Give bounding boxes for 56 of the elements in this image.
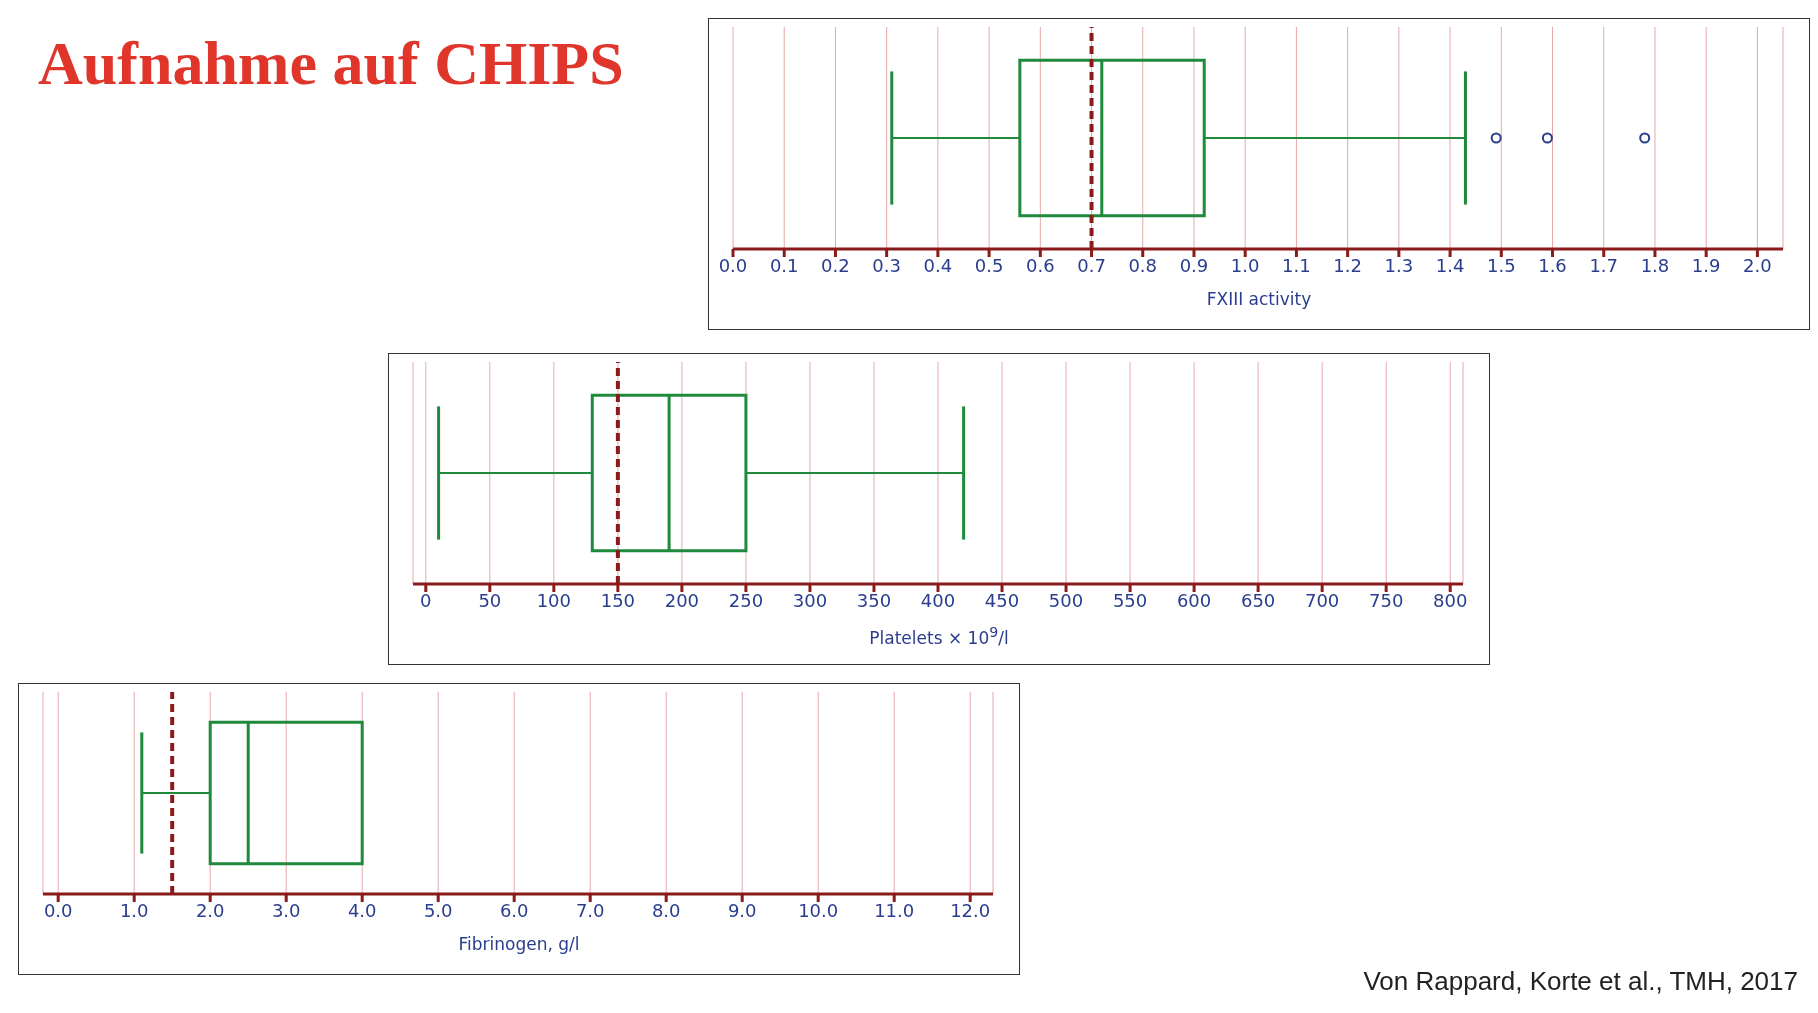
x-tick-label: 0.0 — [43, 899, 73, 921]
x-tick-label: 550 — [1112, 589, 1148, 611]
x-tick-label: 300 — [792, 589, 828, 611]
x-tick-label: 1.3 — [1384, 254, 1414, 276]
x-tick-label: 3.0 — [271, 899, 301, 921]
x-tick-label: 0.3 — [872, 254, 901, 276]
x-tick-label: 0 — [420, 589, 432, 611]
x-tick-label: 0.9 — [1179, 254, 1209, 276]
x-tick-label: 1.5 — [1486, 254, 1516, 276]
x-tick-label: 10.0 — [798, 899, 839, 921]
x-tick-label: 0.8 — [1128, 254, 1158, 276]
x-tick-label: 12.0 — [950, 899, 991, 921]
x-tick-label: 0.6 — [1026, 254, 1055, 276]
x-tick-label: 750 — [1368, 589, 1404, 611]
x-tick-label: 2.0 — [195, 899, 225, 921]
x-tick-label: 1.8 — [1640, 254, 1670, 276]
x-tick-label: 50 — [478, 589, 502, 611]
x-tick-label: 5.0 — [423, 899, 453, 921]
x-tick-label: 0.1 — [769, 254, 799, 276]
x-tick-label: 100 — [536, 589, 572, 611]
x-tick-label: 0.0 — [718, 254, 748, 276]
x-tick-label: 150 — [600, 589, 636, 611]
x-tick-label: 1.0 — [119, 899, 149, 921]
x-tick-label: 1.7 — [1589, 254, 1619, 276]
x-tick-label: 7.0 — [575, 899, 605, 921]
x-tick-label: 600 — [1176, 589, 1212, 611]
text: Von Rappard, Korte et al., TMH, 2017 — [1363, 966, 1798, 997]
x-tick-label: 11.0 — [874, 899, 915, 921]
x-tick-label: 0.2 — [821, 254, 850, 276]
x-tick-label: 0.7 — [1077, 254, 1106, 276]
x-axis-title: FXIII activity — [1205, 289, 1313, 309]
x-tick-label: 1.4 — [1435, 254, 1465, 276]
x-tick-label: 1.9 — [1691, 254, 1721, 276]
x-tick-label: 8.0 — [651, 899, 681, 921]
x-tick-label: 200 — [664, 589, 700, 611]
x-tick-label: 0.5 — [974, 254, 1004, 276]
x-tick-label: 800 — [1433, 589, 1468, 611]
x-tick-label: 4.0 — [347, 899, 377, 921]
x-tick-label: 350 — [856, 589, 892, 611]
x-tick-label: 250 — [728, 589, 764, 611]
text: Aufnahme auf CHIPS — [38, 28, 625, 98]
x-tick-label: 450 — [984, 589, 1020, 611]
x-axis-title: Platelets × 10$^{9}$/l — [868, 624, 1010, 648]
x-tick-label: 6.0 — [499, 899, 529, 921]
x-tick-label: 700 — [1304, 589, 1340, 611]
x-axis-title: Fibrinogen, g/l — [457, 934, 581, 954]
x-tick-label: 650 — [1240, 589, 1276, 611]
x-tick-label: 1.1 — [1282, 254, 1311, 276]
x-tick-label: 9.0 — [727, 899, 757, 921]
x-tick-label: 1.6 — [1538, 254, 1567, 276]
x-tick-label: 1.2 — [1333, 254, 1362, 276]
x-tick-label: 1.0 — [1230, 254, 1260, 276]
x-tick-label: 500 — [1048, 589, 1084, 611]
x-tick-label: 400 — [920, 589, 956, 611]
x-tick-label: 2.0 — [1743, 254, 1772, 276]
x-tick-label: 0.4 — [923, 254, 953, 276]
